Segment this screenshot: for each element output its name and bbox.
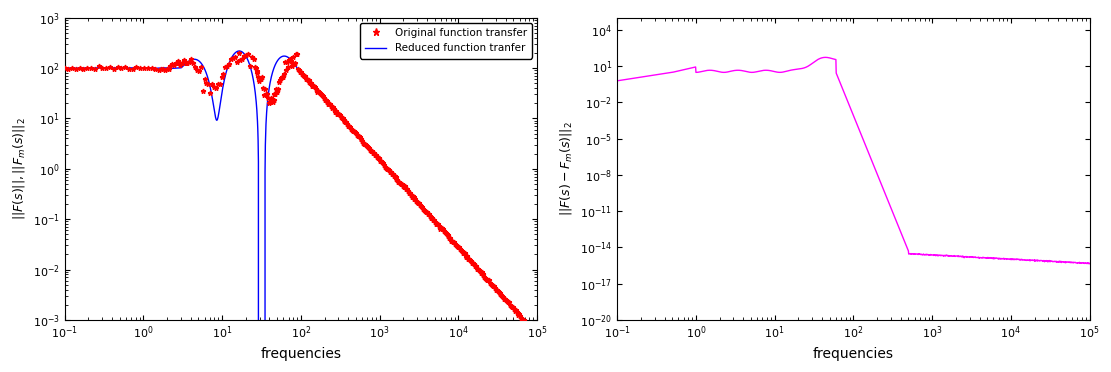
Line: Reduced function tranfer: Reduced function tranfer (64, 51, 537, 372)
Original function transfer (517, 318, 530, 322)
Y-axis label: $||F(s)-F_m(s)||_2$: $||F(s)-F_m(s)||_2$ (559, 121, 574, 216)
Y-axis label: $||F(s)||, ||F_m(s)||_2$: $||F(s)||, ||F_m(s)||_2$ (11, 118, 27, 220)
X-axis label: frequencies: frequencies (813, 347, 894, 361)
Reduced function tranfer (113, 66, 127, 70)
Original function transfer (264, 95, 278, 100)
Original function transfer (389, 175, 402, 180)
X-axis label: frequencies: frequencies (260, 347, 341, 361)
Legend: Original function transfer, Reduced function tranfer: Original function transfer, Reduced func… (360, 23, 532, 58)
Reduced function tranfer (232, 49, 246, 53)
Original function transfer (530, 333, 543, 337)
Reduced function tranfer (58, 65, 71, 70)
Reduced function tranfer (259, 130, 272, 135)
Original function transfer (354, 137, 368, 141)
Original function transfer (232, 51, 246, 55)
Reduced function tranfer (94, 66, 108, 70)
Reduced function tranfer (269, 62, 282, 67)
Line: Original function transfer: Original function transfer (62, 50, 539, 337)
Original function transfer (298, 74, 311, 78)
Original function transfer (58, 65, 71, 70)
Original function transfer (290, 52, 303, 56)
Reduced function tranfer (278, 54, 291, 58)
Reduced function tranfer (328, 107, 341, 111)
Reduced function tranfer (530, 333, 543, 337)
